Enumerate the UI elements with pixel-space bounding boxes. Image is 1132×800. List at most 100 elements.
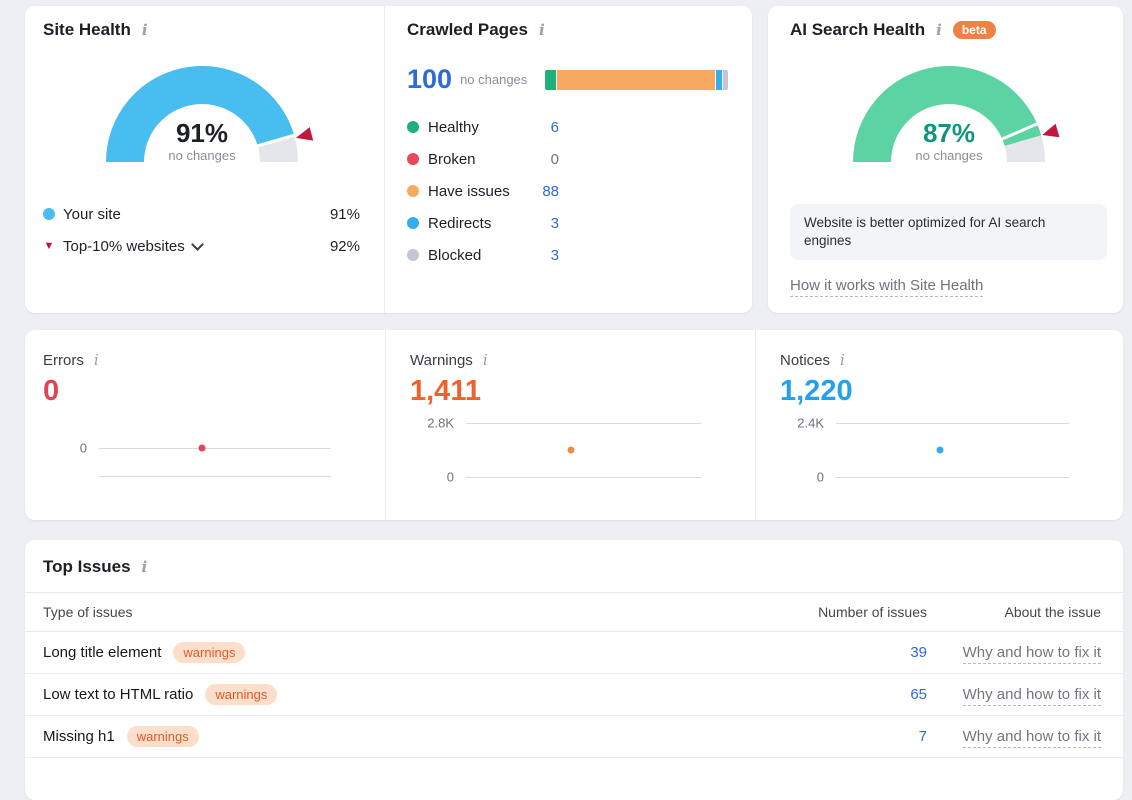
broken-label: Broken: [428, 150, 476, 168]
beta-badge: beta: [952, 21, 996, 39]
issue-count-link[interactable]: 65: [910, 686, 927, 703]
errors-title: Errors: [43, 352, 84, 369]
notices-axis-max: 2.4K: [797, 415, 824, 431]
blocked-dot-icon: [407, 249, 419, 261]
have-issues-dot-icon: [407, 185, 419, 197]
blocked-count-link[interactable]: 3: [550, 246, 559, 264]
warnings-axis-max: 2.8K: [427, 415, 454, 431]
crawled-pages-stacked-bar[interactable]: [545, 69, 728, 90]
top-issues-title: Top Issues: [43, 557, 131, 576]
ai-search-health-card: AI Search Health beta 87%no changes Webs…: [768, 6, 1123, 313]
warnings-tag-badge: warnings: [173, 641, 246, 664]
notices-data-point[interactable]: [936, 446, 943, 454]
issue-label: Long title element: [43, 644, 162, 661]
issue-count-link[interactable]: 39: [910, 644, 927, 661]
legend-row-blocked: Blocked 3: [407, 239, 559, 271]
top-issues-card: Top Issues Type of issues Number of issu…: [25, 540, 1123, 800]
bar-segment-have-issues[interactable]: [557, 69, 716, 90]
table-row: Missing h1 warnings 7 Why and how to fix…: [25, 716, 1123, 758]
info-icon[interactable]: [92, 353, 101, 368]
legend-row-broken: Broken 0: [407, 143, 559, 175]
site-health-gauge: 91% no changes: [92, 52, 313, 170]
svg-text:91%: 91%: [175, 118, 227, 148]
column-number-of-issues: Number of issues: [818, 604, 927, 620]
errors-trend-chart[interactable]: 0: [43, 420, 361, 480]
healthy-label: Healthy: [428, 118, 479, 136]
warnings-axis-min: 0: [446, 469, 454, 485]
why-how-fix-link[interactable]: Why and how to fix it: [962, 644, 1101, 664]
redirects-count-link[interactable]: 3: [550, 214, 559, 232]
why-how-fix-link[interactable]: Why and how to fix it: [962, 686, 1101, 706]
warnings-section: Warnings 1,411 2.8K 0: [385, 330, 755, 520]
errors-data-point[interactable]: [198, 444, 206, 452]
errors-axis-label: 0: [79, 440, 87, 456]
legend-row-redirects: Redirects 3: [407, 207, 559, 239]
notices-trend-chart[interactable]: 2.4K 0: [780, 416, 1099, 485]
ai-search-health-gauge: 87% no changes: [839, 52, 1059, 170]
chevron-down-icon[interactable]: [190, 238, 204, 251]
table-row: Long title element warnings 39 Why and h…: [25, 632, 1123, 674]
issue-label: Low text to HTML ratio: [43, 686, 194, 703]
bar-segment-healthy[interactable]: [545, 69, 557, 90]
crawled-pages-total[interactable]: 100: [407, 64, 453, 94]
broken-count: 0: [550, 150, 559, 168]
column-about-the-issue: About the issue: [1004, 604, 1101, 620]
healthy-count-link[interactable]: 6: [550, 118, 559, 136]
legend-row-your-site: Your site 91%: [43, 198, 360, 230]
broken-dot-icon: [407, 153, 419, 165]
site-health-legend: Your site 91% Top-10% websites 92%: [43, 198, 360, 262]
have-issues-count-link[interactable]: 88: [542, 182, 559, 200]
warnings-tag-badge: warnings: [205, 683, 278, 706]
bar-segment-blocked[interactable]: [722, 69, 728, 90]
why-how-fix-link[interactable]: Why and how to fix it: [962, 728, 1101, 748]
legend-row-benchmark[interactable]: Top-10% websites 92%: [43, 230, 360, 262]
warnings-trend-chart[interactable]: 2.8K 0: [410, 416, 731, 485]
errors-section: Errors 0 0: [25, 330, 385, 520]
info-icon[interactable]: [140, 560, 150, 575]
ai-note-box: Website is better optimized for AI searc…: [790, 204, 1107, 260]
crawled-pages-legend: Healthy 6 Broken 0 Have issues 88: [407, 111, 559, 271]
your-site-value: 91%: [329, 205, 360, 223]
crawled-pages-change: no changes: [460, 72, 528, 87]
table-row: Low text to HTML ratio warnings 65 Why a…: [25, 674, 1123, 716]
ai-search-health-title: AI Search Health: [790, 20, 926, 39]
your-site-label: Your site: [63, 205, 121, 223]
redirects-dot-icon: [407, 217, 419, 229]
errors-count[interactable]: 0: [43, 375, 60, 407]
notices-axis-min: 0: [816, 469, 824, 485]
notices-count[interactable]: 1,220: [780, 375, 853, 407]
svg-text:no changes: no changes: [168, 148, 236, 163]
have-issues-label: Have issues: [428, 182, 510, 200]
column-type-of-issues: Type of issues: [43, 604, 133, 620]
info-icon[interactable]: [838, 353, 847, 368]
redirects-label: Redirects: [428, 214, 492, 232]
benchmark-label: Top-10% websites: [63, 237, 185, 255]
info-icon[interactable]: [481, 353, 490, 368]
site-health-section: Site Health 91%no changes Your site 91% …: [25, 6, 385, 313]
info-icon[interactable]: [140, 23, 150, 38]
crawled-pages-title: Crawled Pages: [407, 20, 528, 39]
blocked-label: Blocked: [428, 246, 482, 264]
info-icon[interactable]: [537, 23, 547, 38]
warnings-data-point[interactable]: [567, 446, 574, 454]
warnings-title: Warnings: [410, 352, 473, 369]
site-health-title: Site Health: [43, 20, 131, 39]
top-issues-header: Type of issues Number of issues About th…: [25, 593, 1123, 632]
warnings-count[interactable]: 1,411: [410, 375, 481, 407]
notices-title: Notices: [780, 352, 831, 369]
crawled-pages-section: Crawled Pages 100 no changes: [385, 6, 752, 313]
healthy-dot-icon: [407, 121, 419, 133]
svg-text:87%: 87%: [922, 118, 974, 148]
benchmark-value: 92%: [329, 237, 360, 255]
benchmark-triangle-icon: [43, 241, 55, 252]
legend-row-have-issues: Have issues 88: [407, 175, 559, 207]
issue-stats-card: Errors 0 0 Warnings 1,411 2.8K 0: [25, 330, 1123, 520]
bar-segment-redirects[interactable]: [716, 69, 722, 90]
notices-section: Notices 1,220 2.4K 0: [755, 330, 1123, 520]
legend-row-healthy: Healthy 6: [407, 111, 559, 143]
health-overview-card: Site Health 91%no changes Your site 91% …: [25, 6, 752, 313]
svg-text:no changes: no changes: [915, 148, 983, 163]
info-icon[interactable]: [934, 23, 944, 38]
how-it-works-link[interactable]: How it works with Site Health: [790, 277, 984, 297]
